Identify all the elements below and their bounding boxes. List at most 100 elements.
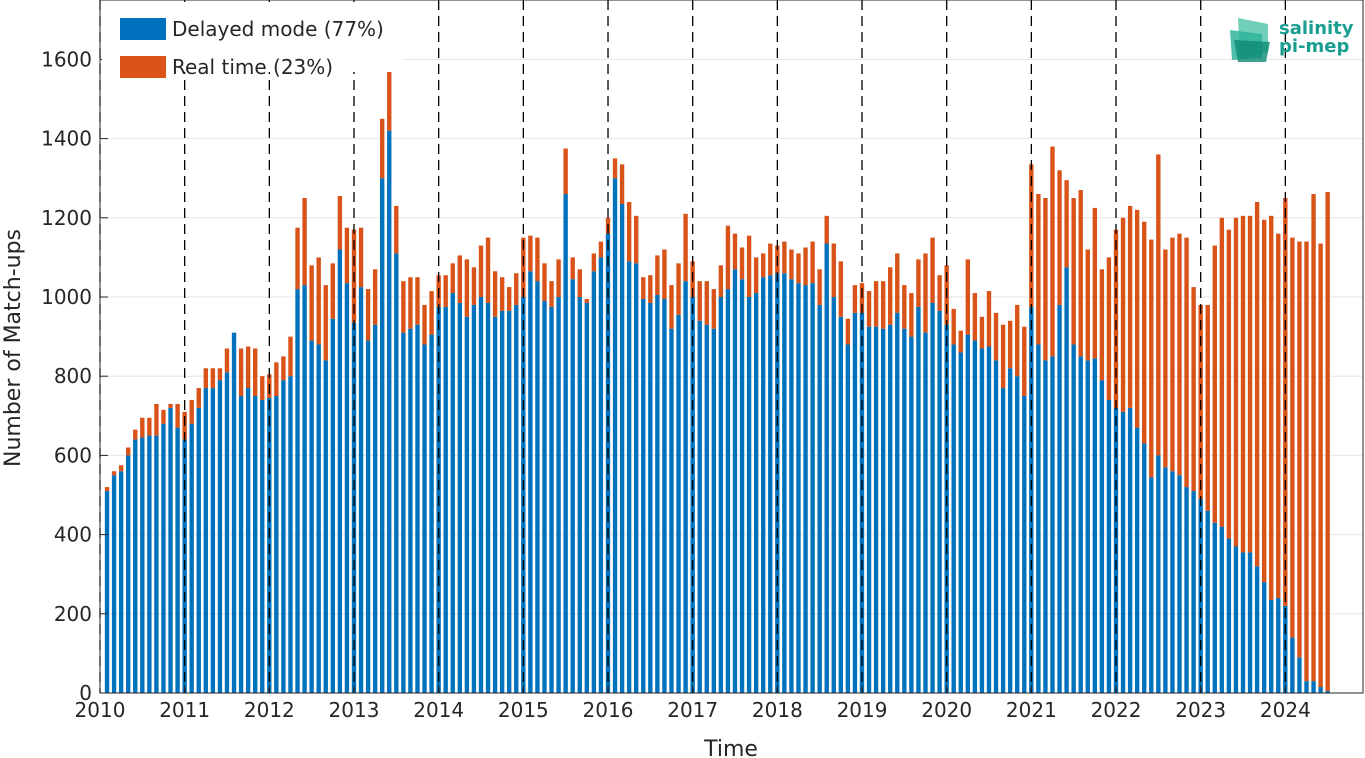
bar-real-time [986, 291, 992, 347]
bar-delayed-mode [210, 388, 216, 693]
bar-delayed-mode [669, 328, 674, 693]
bar-delayed-mode [203, 388, 208, 693]
bar-delayed-mode [1007, 368, 1013, 693]
bar-real-time [1290, 237, 1295, 638]
bar-delayed-mode [888, 324, 893, 693]
x-tick-label: 2011 [159, 698, 210, 722]
legend-label: Real time (23%) [172, 55, 333, 79]
bar-delayed-mode [782, 273, 787, 693]
bar-delayed-mode [662, 298, 667, 693]
bar-real-time [140, 417, 145, 438]
bar-real-time [725, 225, 731, 290]
bar-delayed-mode [937, 310, 942, 693]
bar-real-time [365, 289, 371, 341]
bar-real-time [1261, 219, 1267, 583]
x-axis-ticks: 2010 2011 2012 2013 2014 2015 2016 2017 2018 2019… [75, 685, 1311, 722]
bar-real-time [1191, 287, 1196, 492]
bar-delayed-mode [443, 306, 448, 693]
bar-real-time [415, 277, 420, 325]
bar-real-time [133, 429, 138, 440]
bar-delayed-mode [1318, 687, 1323, 693]
y-tick-label: 200 [54, 602, 92, 626]
bar-real-time [1043, 198, 1048, 361]
bar-delayed-mode [1254, 566, 1260, 693]
bar-delayed-mode [916, 306, 921, 693]
bar-real-time [937, 275, 942, 311]
bar-real-time [1015, 304, 1020, 377]
bar-delayed-mode [591, 271, 597, 693]
bar-delayed-mode [803, 285, 808, 693]
bar-real-time [126, 447, 131, 456]
bar-real-time [387, 65, 392, 131]
bar-delayed-mode [563, 194, 568, 694]
bar-real-time [1163, 249, 1168, 468]
bar-real-time [669, 285, 674, 329]
bar-delayed-mode [104, 491, 110, 693]
bar-real-time [718, 265, 724, 297]
bar-real-time [612, 158, 618, 179]
bar-delayed-mode [676, 314, 681, 693]
bar-real-time [655, 255, 660, 296]
bar-delayed-mode [1233, 546, 1239, 693]
bar-real-time [1099, 269, 1105, 381]
bar-delayed-mode [704, 324, 709, 693]
bar-delayed-mode [387, 130, 392, 693]
bar-real-time [358, 227, 364, 288]
bar-delayed-mode [598, 257, 604, 693]
bar-real-time [789, 249, 794, 280]
bar-real-time [626, 201, 632, 262]
bar-delayed-mode [697, 320, 702, 693]
bar-real-time [641, 277, 646, 299]
bar-delayed-mode [464, 316, 470, 693]
x-tick-label: 2022 [1091, 698, 1142, 722]
bar-delayed-mode [584, 302, 590, 693]
bar-real-time [1276, 233, 1281, 598]
bar-delayed-mode [231, 332, 237, 693]
bar-delayed-mode [619, 203, 625, 693]
bar-delayed-mode [111, 475, 117, 693]
bar-delayed-mode [330, 318, 335, 693]
bar-real-time [1205, 304, 1210, 511]
bar-real-time [203, 368, 208, 389]
bar-delayed-mode [655, 295, 660, 693]
bar-real-time [556, 259, 561, 297]
bar-delayed-mode [1276, 597, 1281, 693]
bar-delayed-mode [1085, 360, 1090, 693]
bar-group [104, 65, 1330, 694]
y-tick-label: 1200 [41, 206, 92, 230]
bar-real-time [1071, 198, 1076, 345]
x-tick-label: 2016 [583, 698, 634, 722]
bar-real-time [1078, 190, 1083, 357]
x-tick-label: 2020 [921, 698, 972, 722]
bar-delayed-mode [295, 289, 300, 693]
bar-delayed-mode [866, 326, 872, 693]
bar-delayed-mode [133, 439, 138, 693]
bar-delayed-mode [1015, 376, 1020, 693]
bar-delayed-mode [634, 263, 639, 693]
bar-real-time [902, 285, 907, 329]
bar-real-time [648, 275, 653, 303]
bar-real-time [401, 281, 406, 333]
y-tick-label: 1600 [41, 47, 92, 71]
bar-real-time [838, 261, 844, 317]
bar-real-time [1240, 215, 1246, 553]
bar-delayed-mode [626, 261, 632, 693]
bar-delayed-mode [401, 332, 406, 693]
bar-real-time [852, 285, 858, 313]
y-tick-label: 1000 [41, 285, 92, 309]
bar-real-time [224, 348, 230, 373]
bar-delayed-mode [238, 396, 244, 693]
bar-delayed-mode [528, 271, 533, 693]
bar-delayed-mode [570, 279, 575, 693]
bar-delayed-mode [768, 275, 773, 693]
bar-delayed-mode [852, 312, 858, 693]
bar-real-time [1318, 243, 1323, 688]
x-tick-label: 2017 [667, 698, 718, 722]
bar-real-time [542, 263, 547, 301]
bar-real-time [549, 281, 554, 307]
bar-delayed-mode [746, 297, 752, 693]
logo-text-line2: pi-mep [1279, 36, 1349, 57]
bar-real-time [817, 269, 822, 305]
bar-real-time [274, 362, 279, 396]
bar-real-time [492, 271, 498, 317]
